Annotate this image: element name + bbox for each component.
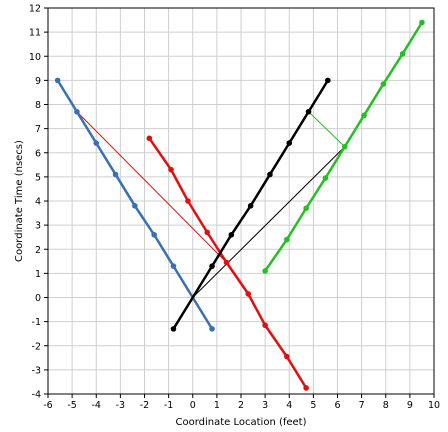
data-point	[168, 166, 174, 173]
x-tick-label: -4	[92, 400, 101, 411]
series-line	[56, 79, 214, 331]
data-point	[170, 326, 177, 332]
y-tick-label: 2	[35, 245, 41, 256]
series-3	[170, 77, 331, 332]
y-tick-label: 1	[35, 269, 41, 280]
data-point	[228, 231, 235, 238]
x-tick-label: -1	[164, 400, 173, 411]
y-tick-label: -4	[32, 390, 41, 401]
y-tick-label: 4	[35, 197, 41, 208]
data-point	[54, 77, 61, 84]
y-tick-label: 3	[35, 221, 41, 232]
data-point	[247, 203, 254, 209]
connector-line	[308, 111, 346, 148]
series-line	[172, 79, 330, 331]
x-tick-label: 4	[286, 400, 292, 411]
x-tick-label: 7	[359, 400, 365, 411]
data-point	[132, 203, 138, 209]
y-tick-label: -3	[32, 365, 41, 376]
data-point	[286, 140, 293, 146]
data-point	[399, 51, 406, 57]
data-point	[151, 231, 157, 238]
x-tick-label: -2	[140, 400, 149, 411]
series-1	[54, 77, 215, 332]
data-point	[284, 353, 290, 360]
y-tick-label: 0	[35, 293, 41, 304]
data-point	[170, 263, 177, 269]
series-lines	[54, 19, 425, 391]
y-tick-label: 10	[29, 52, 41, 63]
data-point	[284, 236, 290, 243]
x-tick-label: 3	[262, 400, 268, 411]
y-tick-label: 5	[35, 172, 41, 183]
data-point	[209, 263, 215, 269]
x-tick-label: 1	[214, 400, 220, 411]
series-4	[262, 19, 425, 274]
data-point	[361, 112, 367, 119]
data-point	[380, 81, 387, 87]
x-tick-label: 10	[428, 400, 440, 411]
y-tick-label: 6	[35, 148, 41, 159]
data-point	[303, 385, 309, 391]
data-point	[303, 205, 309, 212]
series-2	[146, 135, 309, 391]
x-axis-title: Coordinate Location (feet)	[175, 417, 306, 428]
x-tick-label: 0	[190, 400, 196, 411]
x-tick-label: 5	[310, 400, 316, 411]
y-tick-label: 8	[35, 100, 41, 111]
data-point	[322, 175, 329, 181]
x-tick-label: 9	[407, 400, 413, 411]
data-point	[93, 140, 100, 146]
data-point	[341, 143, 348, 150]
y-tick-label: 9	[35, 76, 41, 87]
data-point	[305, 108, 312, 115]
connector-line	[76, 111, 227, 263]
y-tick-label: -2	[32, 341, 41, 352]
x-tick-label: -3	[116, 400, 125, 411]
data-point	[185, 198, 191, 204]
y-tick-label: 7	[35, 124, 41, 135]
data-point	[223, 259, 230, 266]
y-tick-label: 11	[29, 28, 41, 39]
data-point	[74, 108, 80, 115]
connector-line	[192, 146, 346, 298]
data-point	[112, 171, 119, 178]
x-tick-label: -5	[67, 400, 76, 411]
x-tick-label: 6	[334, 400, 340, 411]
data-point	[262, 322, 268, 329]
x-tick-label: 2	[238, 400, 244, 411]
data-point	[419, 19, 425, 26]
y-axis-title: Coordinate Time (nsecs)	[14, 140, 25, 262]
axis-ticks: -6 -5 -4 -3 -2 -1 0 1 2 3 4 5 6 7 8 9 10-4-3-2-101234567…	[29, 4, 440, 412]
y-tick-label: -1	[32, 317, 41, 328]
connector-lines	[76, 111, 346, 298]
data-point	[267, 171, 273, 178]
data-point	[245, 291, 252, 297]
data-point	[325, 77, 331, 84]
x-tick-label: 8	[383, 400, 389, 411]
y-tick-label: 12	[29, 4, 41, 15]
data-point	[209, 326, 215, 332]
data-point	[204, 229, 211, 236]
data-point	[262, 268, 268, 274]
data-point	[146, 135, 153, 142]
x-tick-label: -6	[43, 400, 52, 411]
